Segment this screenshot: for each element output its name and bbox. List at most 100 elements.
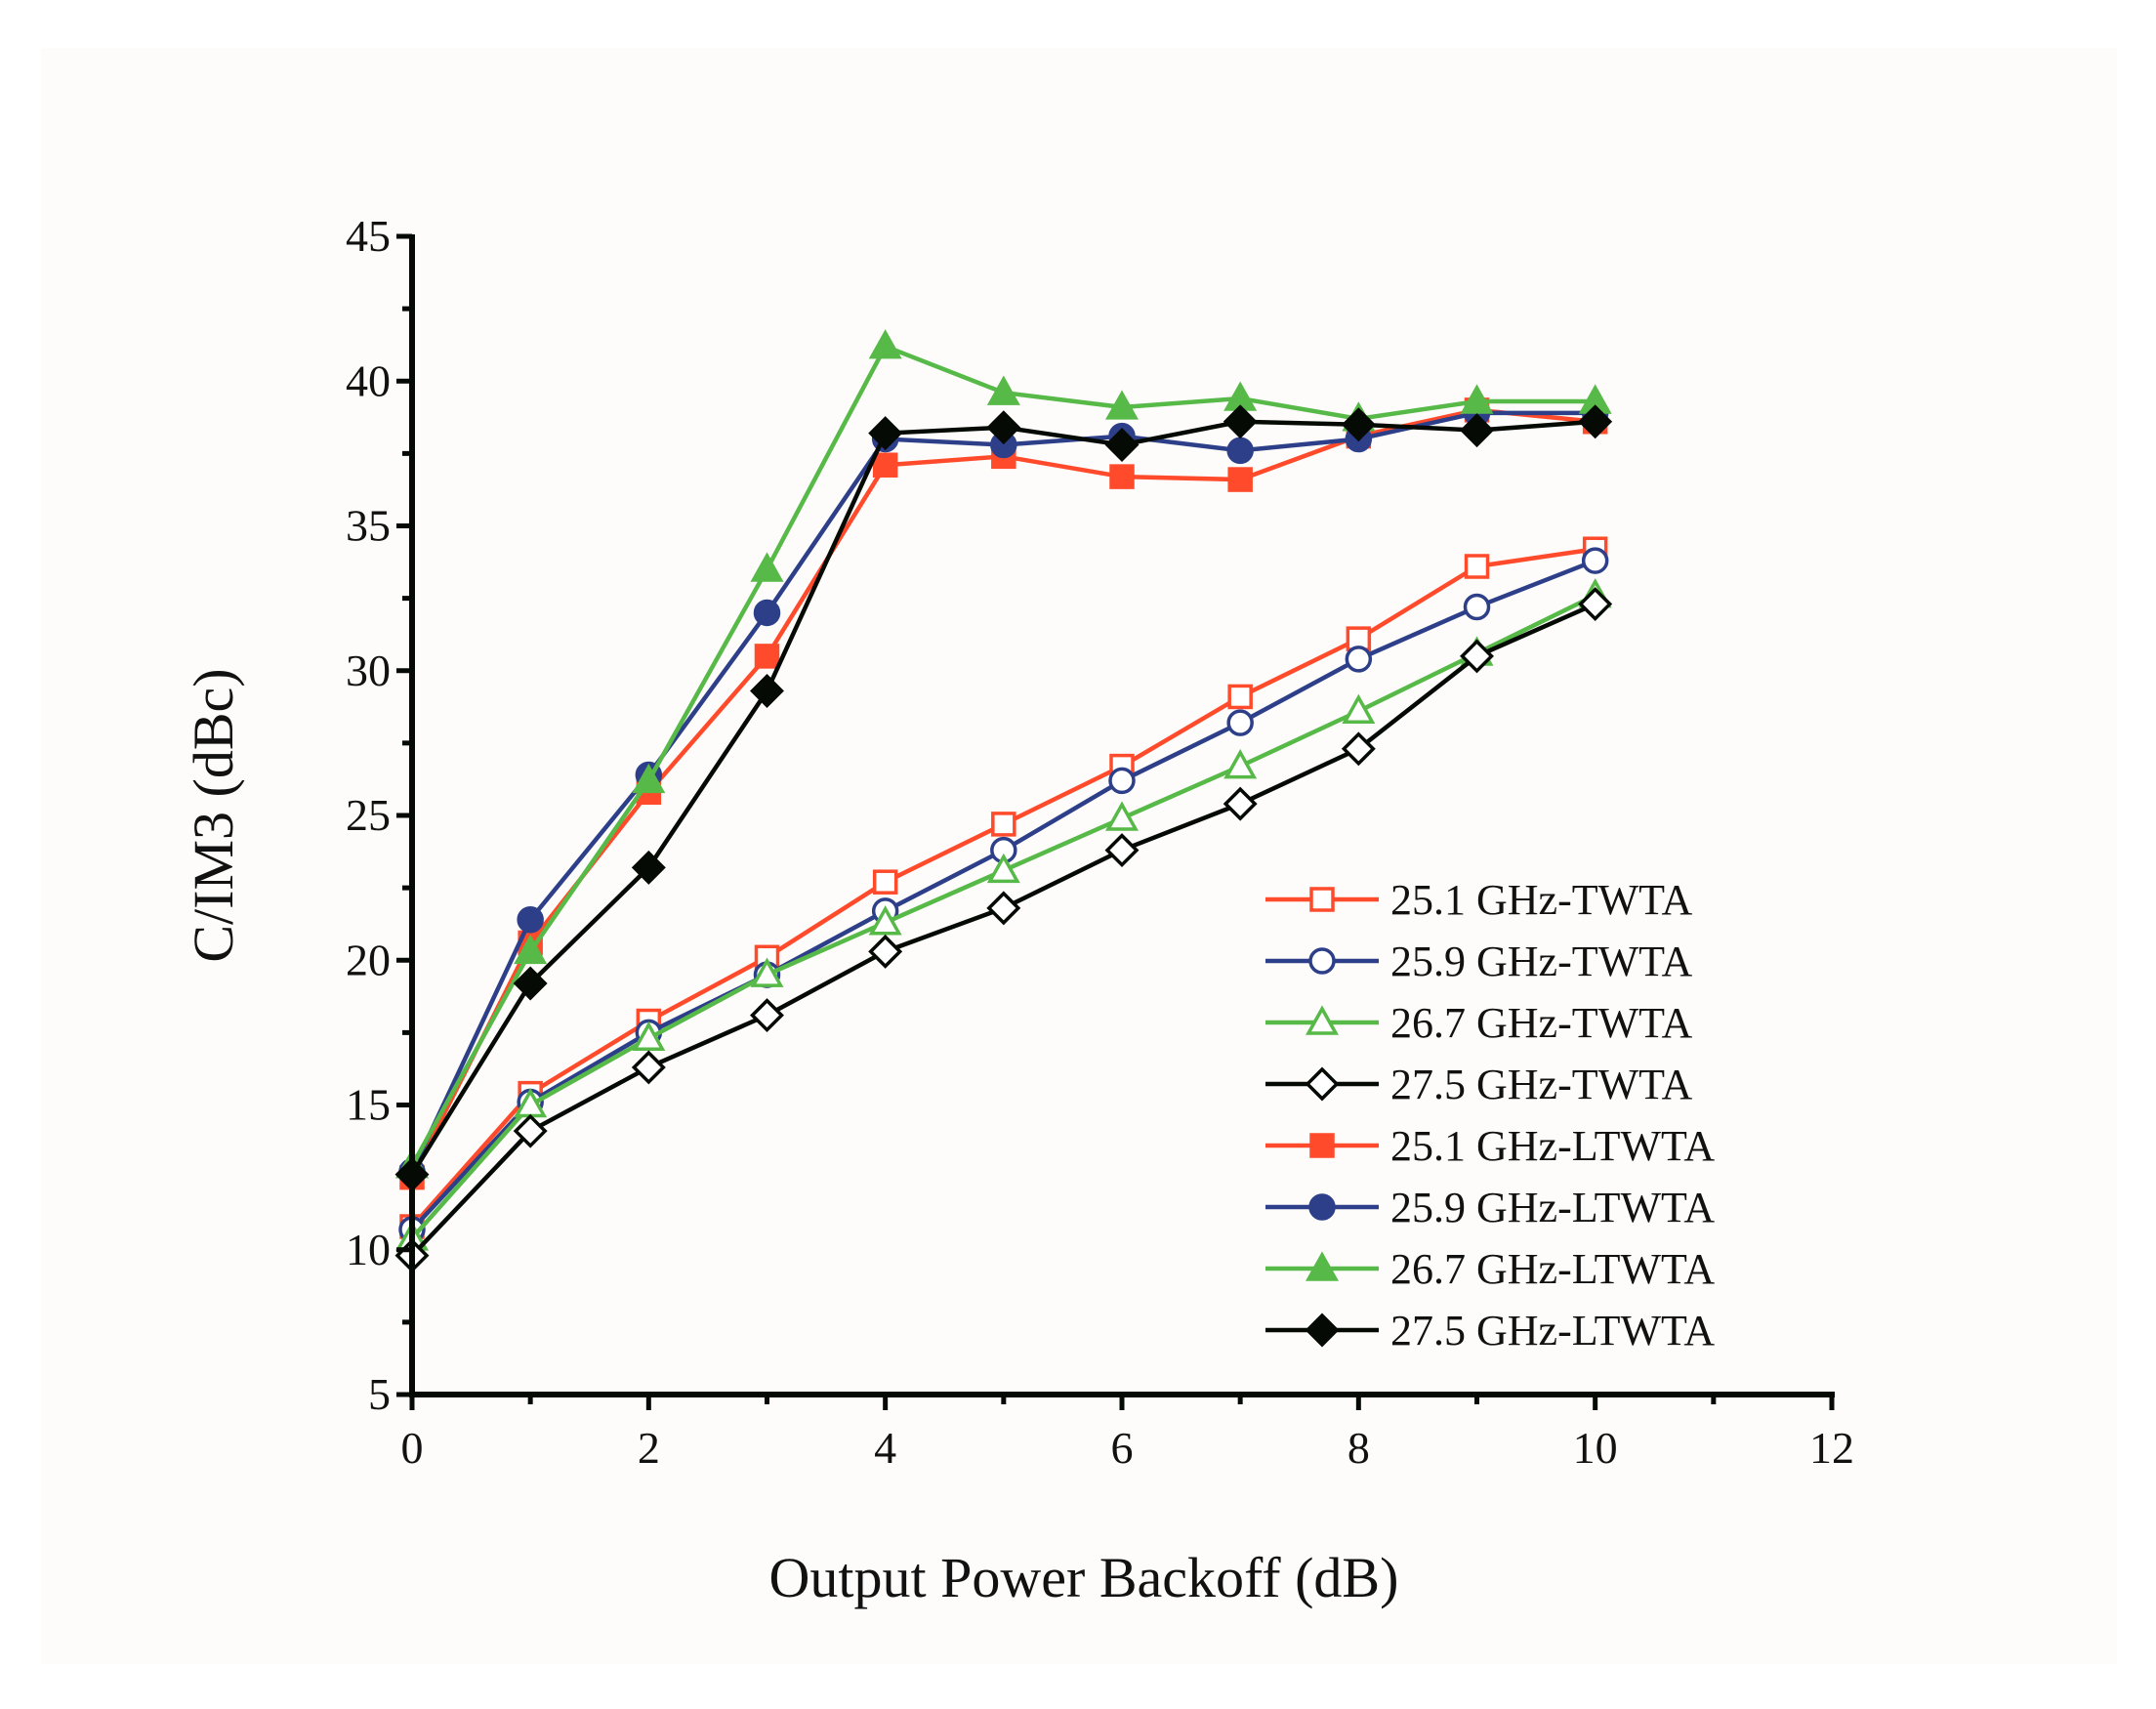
legend-label: 25.9 GHz-LTWTA	[1390, 1184, 1715, 1231]
data-point	[1104, 833, 1140, 868]
legend-entry: 25.1 GHz-TWTA	[1265, 876, 1692, 924]
legend-entry: 27.5 GHz-LTWTA	[1265, 1307, 1715, 1355]
data-point	[1223, 786, 1258, 821]
legend-marker	[1309, 1133, 1335, 1158]
y-tick-label: 15	[346, 1080, 391, 1130]
data-point	[868, 416, 903, 451]
data-point	[1345, 646, 1373, 673]
legend-marker	[1306, 1251, 1339, 1281]
data-point	[868, 329, 902, 359]
data-point	[513, 966, 548, 1001]
data-point	[1226, 709, 1254, 736]
series-26-7-ghz-ltwta	[395, 329, 1612, 1179]
legend-marker	[1308, 1193, 1336, 1221]
x-axis-title: Output Power Backoff (dB)	[769, 1546, 1399, 1609]
data-point	[514, 934, 548, 965]
data-point	[1460, 413, 1494, 448]
data-point	[1108, 767, 1136, 795]
y-tick-label: 5	[368, 1369, 391, 1419]
data-point	[1341, 407, 1376, 442]
legend-label: 25.9 GHz-TWTA	[1390, 938, 1692, 985]
data-point	[1581, 547, 1609, 574]
legend-label: 27.5 GHz-LTWTA	[1390, 1307, 1715, 1355]
y-tick-label: 45	[346, 211, 391, 261]
data-point	[1227, 684, 1253, 710]
legend-entry: 26.7 GHz-TWTA	[1265, 999, 1692, 1047]
data-point	[986, 853, 1020, 884]
data-point	[986, 410, 1021, 445]
series-27-5-ghz-twta	[394, 587, 1613, 1273]
y-tick-label: 10	[346, 1225, 391, 1274]
data-point	[1227, 467, 1253, 492]
x-tick-label: 8	[1348, 1423, 1370, 1473]
data-point	[517, 905, 544, 934]
y-tick-label: 40	[346, 355, 391, 405]
series-26-7-ghz-twta	[395, 578, 1612, 1251]
data-point	[753, 599, 781, 627]
x-tick-label: 12	[1809, 1423, 1854, 1473]
x-tick-label: 0	[401, 1423, 424, 1473]
axes-layer: 5 10 15 20 25 30 35 40 45 0 2 4 6 8 10 12	[346, 211, 1854, 1473]
data-point	[991, 812, 1016, 837]
legend-marker	[1309, 887, 1335, 912]
y-tick-label: 25	[346, 790, 391, 840]
data-point	[750, 998, 784, 1033]
data-point	[1342, 693, 1376, 725]
legend-marker	[1306, 1005, 1339, 1035]
x-tick-label: 6	[1111, 1423, 1134, 1473]
y-axis-title: C/IM3 (dBc)	[182, 668, 245, 962]
legend-entry: 26.7 GHz-LTWTA	[1265, 1245, 1715, 1293]
legend: 25.1 GHz-TWTA 25.9 GHz-TWTA 26.7 GHz-TWTA 2…	[1265, 876, 1715, 1355]
legend-marker	[1305, 1066, 1340, 1102]
legend-entry: 27.5 GHz-TWTA	[1265, 1061, 1692, 1108]
data-point	[632, 763, 666, 794]
data-point	[632, 1021, 666, 1052]
legend-label: 25.1 GHz-TWTA	[1390, 876, 1692, 924]
data-point	[750, 674, 784, 708]
legend-label: 26.7 GHz-LTWTA	[1390, 1245, 1715, 1293]
data-point	[1104, 428, 1140, 462]
y-tick-label: 20	[346, 935, 391, 984]
data-point	[1341, 731, 1376, 767]
data-point	[1578, 404, 1613, 439]
legend-marker	[1308, 947, 1336, 975]
data-point	[1460, 384, 1494, 414]
series-27-5-ghz-ltwta	[394, 404, 1613, 1192]
x-tick-label: 2	[638, 1423, 660, 1473]
data-point	[868, 934, 903, 969]
legend-label: 27.5 GHz-TWTA	[1390, 1061, 1692, 1108]
legend-label: 25.1 GHz-LTWTA	[1390, 1122, 1715, 1170]
y-tick-label: 35	[346, 501, 391, 551]
data-point	[750, 552, 784, 582]
data-point	[986, 375, 1020, 405]
data-point	[872, 869, 898, 895]
data-point	[872, 452, 898, 478]
data-point	[1226, 437, 1254, 465]
legend-entry: 25.9 GHz-TWTA	[1265, 938, 1692, 985]
legend-marker	[1305, 1313, 1340, 1348]
y-tick-label: 30	[346, 646, 391, 695]
data-point	[1223, 749, 1258, 779]
data-point	[1464, 554, 1490, 579]
data-point	[868, 905, 902, 936]
data-point	[631, 1050, 666, 1085]
series-layer	[394, 329, 1613, 1273]
legend-entry: 25.9 GHz-LTWTA	[1265, 1184, 1715, 1231]
legend-label: 26.7 GHz-TWTA	[1390, 999, 1692, 1047]
data-point	[986, 891, 1021, 926]
data-point	[1105, 801, 1139, 831]
x-tick-label: 4	[874, 1423, 896, 1473]
data-point	[1578, 587, 1613, 622]
data-point	[1105, 390, 1139, 420]
data-point	[754, 644, 780, 669]
data-point	[631, 850, 666, 885]
data-point	[513, 1113, 548, 1148]
x-tick-label: 10	[1573, 1423, 1618, 1473]
data-point	[1109, 464, 1135, 489]
data-point	[1223, 404, 1258, 439]
data-point	[750, 957, 784, 987]
data-point	[1460, 639, 1494, 674]
data-point	[1463, 593, 1491, 621]
legend-entry: 25.1 GHz-LTWTA	[1265, 1122, 1715, 1170]
